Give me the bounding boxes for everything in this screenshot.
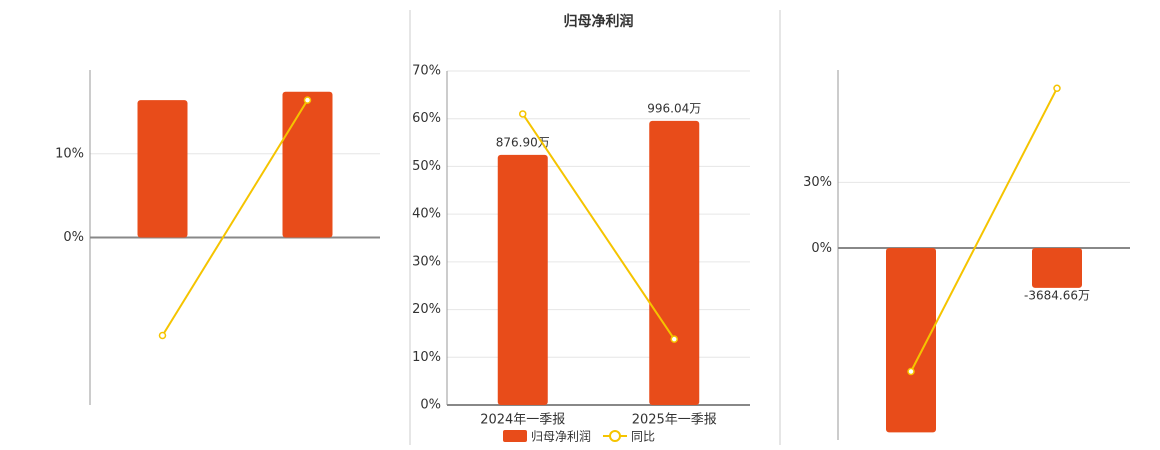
line-point (158, 331, 167, 340)
x-tick-label: 2025年一季报 (632, 413, 717, 428)
y-tick-label: 60% (412, 111, 441, 126)
data-label: 996.04万 (647, 101, 701, 115)
y-tick-label: 20% (412, 302, 441, 317)
y-tick-label: 10% (412, 350, 441, 365)
line (521, 113, 676, 340)
legend-label: 归母净利润 (531, 430, 591, 444)
y-tick-label: 30% (412, 254, 441, 269)
legend-label: 同比 (631, 430, 655, 444)
line-point (303, 96, 312, 104)
legend-swatch (503, 430, 527, 442)
bar (886, 247, 936, 433)
data-label: 876.90万 (496, 135, 550, 149)
y-tick-label: 50% (412, 159, 441, 174)
y-tick-label: 70% (412, 64, 441, 79)
bar (137, 100, 188, 238)
line (161, 99, 309, 337)
y-tick-label: 40% (412, 207, 441, 222)
y-tick-label: 0% (63, 230, 84, 245)
legend-swatch (609, 430, 621, 442)
bar (1032, 247, 1082, 288)
chart-title: 归母净利润 (564, 13, 634, 30)
y-tick-label: 0% (811, 241, 832, 256)
y-tick-label: 30% (803, 175, 832, 190)
data-label: -3684.66万 (1024, 288, 1090, 302)
line-point (907, 367, 915, 376)
y-tick-label: 10% (55, 146, 84, 161)
bar (282, 91, 333, 238)
line-point (519, 110, 527, 118)
line (910, 87, 1058, 372)
line-point (1053, 84, 1061, 93)
bar (649, 120, 700, 405)
bar (497, 154, 548, 405)
x-tick-label: 2024年一季报 (480, 413, 565, 428)
y-tick-label: 0% (420, 398, 441, 413)
line-point (670, 335, 678, 343)
